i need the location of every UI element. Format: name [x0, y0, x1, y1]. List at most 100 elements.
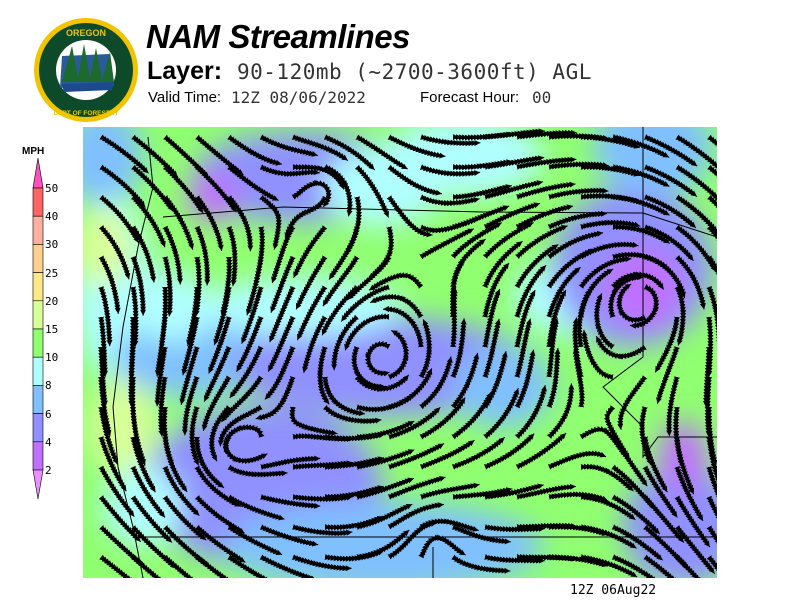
streamline-arrow — [167, 281, 173, 287]
streamline-arrow — [609, 428, 614, 434]
streamline-arrow — [505, 452, 512, 458]
streamline-arrow — [411, 485, 417, 491]
streamline-arrow — [233, 456, 239, 462]
wind-speed-region — [453, 347, 553, 427]
streamline-arrow — [538, 213, 545, 219]
streamline — [227, 554, 281, 578]
streamline-arrow — [377, 386, 384, 392]
streamline — [674, 285, 687, 346]
streamline-arrow — [603, 244, 609, 250]
wind-speed-region — [658, 422, 708, 492]
streamline-arrow — [654, 306, 659, 312]
streamline-arrow — [113, 245, 119, 252]
legend-units: MPH — [22, 146, 45, 157]
streamline-arrow — [376, 148, 383, 153]
forecast-hour-value: 00 — [532, 88, 552, 107]
streamline-arrow — [445, 200, 451, 206]
streamline-arrow — [280, 309, 286, 315]
streamline-arrow — [309, 307, 315, 313]
streamline-arrow — [694, 241, 700, 248]
streamline-arrow — [707, 431, 713, 437]
streamline-arrow — [317, 496, 323, 502]
streamline-arrow — [111, 487, 117, 493]
streamline-arrow — [655, 487, 661, 493]
streamline-arrow — [248, 148, 255, 154]
streamline-arrow — [440, 420, 446, 426]
streamline-arrow — [401, 215, 408, 221]
streamline-arrow — [659, 514, 665, 520]
streamline — [227, 494, 285, 521]
streamline-arrow — [146, 214, 152, 221]
streamline-arrow — [280, 398, 286, 405]
streamline-arrow — [445, 170, 451, 176]
streamline-arrow — [666, 369, 671, 376]
streamline-arrow — [470, 417, 476, 423]
streamline — [515, 204, 574, 230]
streamline — [706, 525, 717, 577]
streamline-arrow — [281, 369, 286, 375]
streamline-arrow — [625, 456, 630, 462]
streamline — [629, 284, 660, 329]
streamline-arrow — [636, 170, 643, 175]
streamline-arrow — [241, 394, 248, 401]
streamline-arrow — [130, 341, 136, 347]
streamline — [387, 134, 446, 159]
legend-tick: 40 — [45, 210, 59, 224]
streamline — [547, 210, 608, 230]
streamline-arrow — [181, 151, 188, 158]
streamline — [579, 241, 639, 260]
streamline-arrow — [311, 338, 317, 345]
streamline-arrow — [411, 425, 417, 431]
streamline — [516, 181, 576, 200]
streamline-arrow — [99, 371, 105, 377]
legend-tick: 4 — [45, 435, 52, 449]
streamline-arrow — [362, 295, 368, 301]
streamline-arrow — [276, 214, 282, 221]
streamline-arrow — [668, 340, 674, 346]
streamline-arrow — [119, 180, 125, 186]
streamline — [546, 383, 575, 440]
legend-swatch-4-6 — [32, 413, 44, 443]
streamline-arrow — [148, 543, 155, 549]
legend-tick: 15 — [45, 323, 59, 336]
streamline-arrow — [636, 140, 642, 146]
streamline-arrow — [408, 179, 414, 185]
streamline-arrow — [661, 541, 668, 548]
legend-tick: 20 — [45, 294, 59, 308]
streamline-arrow — [571, 454, 577, 460]
streamline — [516, 129, 577, 140]
streamline — [656, 346, 680, 404]
streamline-arrow — [563, 264, 569, 270]
streamline-arrow — [477, 191, 483, 197]
streamline-arrow — [250, 505, 257, 511]
streamline-arrow — [540, 489, 547, 495]
streamline-arrow — [541, 523, 547, 529]
streamline-arrow — [107, 459, 112, 465]
streamline-arrow — [573, 189, 579, 195]
streamline-arrow — [710, 460, 716, 467]
streamline-arrow — [604, 560, 611, 565]
streamline-arrow — [611, 288, 617, 295]
streamline-arrow — [199, 460, 204, 466]
streamline — [255, 375, 296, 421]
streamline-arrow — [673, 431, 679, 437]
streamline-arrow — [104, 310, 110, 317]
streamline-arrow — [604, 468, 610, 473]
streamline-arrow — [692, 573, 698, 578]
streamline — [227, 464, 288, 478]
streamline-arrow — [212, 426, 218, 433]
streamline-arrow — [182, 571, 188, 577]
legend-tick: 30 — [45, 238, 59, 252]
streamline-arrow — [150, 571, 156, 577]
streamline-arrow — [331, 398, 338, 404]
streamline-arrow — [181, 542, 187, 548]
legend-swatch-8-10 — [32, 356, 44, 386]
streamline-arrow — [595, 322, 601, 328]
streamline-arrow — [252, 471, 258, 477]
streamline-arrow — [668, 400, 674, 407]
streamline-arrow — [381, 431, 387, 437]
streamline-arrow — [249, 339, 255, 345]
streamline-arrow — [714, 490, 717, 494]
streamline — [292, 524, 353, 537]
streamline — [260, 494, 321, 509]
